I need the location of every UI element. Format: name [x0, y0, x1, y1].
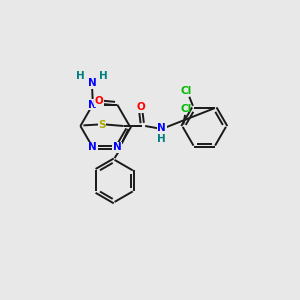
Text: H: H [157, 134, 166, 144]
Text: O: O [94, 96, 103, 106]
Text: N: N [88, 78, 97, 88]
Text: H: H [76, 71, 85, 82]
Text: N: N [157, 123, 166, 134]
Text: Cl: Cl [180, 86, 191, 96]
Text: N: N [88, 142, 97, 152]
Text: N: N [88, 100, 97, 110]
Text: O: O [136, 102, 145, 112]
Text: N: N [113, 142, 122, 152]
Text: Cl: Cl [180, 104, 191, 114]
Text: H: H [99, 71, 108, 82]
Text: S: S [98, 119, 106, 130]
